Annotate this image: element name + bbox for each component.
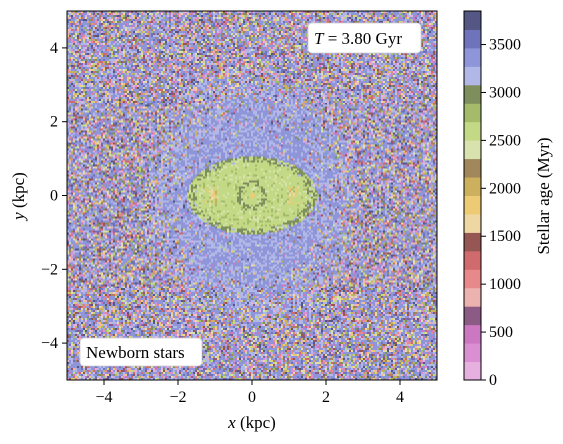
y-tick-label: 0 [50, 188, 58, 205]
colorbar-swatch [464, 66, 481, 86]
colorbar-swatch [464, 232, 481, 252]
x-axis-label: x (kpc) [227, 413, 276, 432]
colorbar-ticks: 0 500 1000 1500 2000 2500 3000 3500 [481, 37, 521, 389]
time-symbol: T [314, 29, 325, 48]
colorbar-swatch [464, 250, 481, 270]
colorbar-label: Stellar age (Myr) [534, 137, 553, 254]
colorbar-swatch [464, 269, 481, 289]
x-axis-label-unit: (kpc) [236, 413, 276, 432]
x-tick-label: −2 [169, 389, 186, 406]
time-annotation-text: T = 3.80 Gyr [314, 29, 402, 48]
colorbar-tick-label: 3500 [489, 37, 521, 54]
colorbar-swatch [464, 158, 481, 178]
colorbar-swatch [464, 140, 481, 160]
time-annotation: T = 3.80 Gyr [307, 22, 422, 54]
y-axis: −4 −2 0 2 4 [41, 40, 67, 352]
colorbar-swatches [464, 11, 481, 381]
colorbar-tick-label: 500 [489, 324, 513, 341]
colorbar-swatch [464, 361, 481, 381]
colorbar-swatch [464, 11, 481, 30]
y-axis-label-unit: (kpc) [9, 172, 28, 212]
population-annotation: Newborn stars [79, 337, 203, 367]
y-axis-label: y (kpc) [9, 172, 28, 222]
colorbar-swatch [464, 324, 481, 344]
colorbar-tick-label: 0 [489, 372, 497, 389]
colorbar-swatch [464, 47, 481, 67]
y-tick-label: 4 [50, 40, 58, 57]
colorbar-tick-label: 2500 [489, 132, 521, 149]
x-axis: −4 −2 0 2 4 [95, 380, 404, 406]
colorbar-swatch [464, 287, 481, 307]
colorbar-swatch [464, 84, 481, 104]
x-tick-label: 4 [396, 389, 404, 406]
x-tick-label: 0 [248, 389, 256, 406]
x-tick-label: 2 [322, 389, 330, 406]
age-heatmap [67, 11, 437, 380]
colorbar-swatch [464, 213, 481, 233]
colorbar-swatch [464, 29, 481, 49]
population-annotation-box [79, 337, 203, 367]
colorbar: 0 500 1000 1500 2000 2500 3000 3500 Stellar age… [463, 10, 553, 389]
x-axis-label-variable: x [227, 413, 236, 432]
population-annotation-text: Newborn stars [86, 343, 185, 362]
colorbar-tick-label: 3000 [489, 84, 521, 101]
colorbar-swatch [464, 195, 481, 215]
colorbar-swatch [464, 177, 481, 196]
y-tick-label: 2 [50, 114, 58, 131]
colorbar-swatch [464, 343, 481, 363]
time-value: = 3.80 Gyr [323, 29, 402, 48]
colorbar-swatch [464, 103, 481, 123]
plot-area [66, 10, 438, 381]
colorbar-tick-label: 1500 [489, 228, 521, 245]
time-annotation-box [307, 22, 422, 54]
x-tick-label: −4 [95, 389, 112, 406]
colorbar-tick-label: 2000 [489, 180, 521, 197]
colorbar-frame [463, 10, 482, 381]
colorbar-tick-label: 1000 [489, 276, 521, 293]
colorbar-swatch [464, 121, 481, 141]
y-tick-label: −4 [41, 335, 58, 352]
colorbar-swatch [464, 306, 481, 326]
y-tick-label: −2 [41, 261, 58, 278]
y-axis-label-variable: y [9, 212, 28, 222]
